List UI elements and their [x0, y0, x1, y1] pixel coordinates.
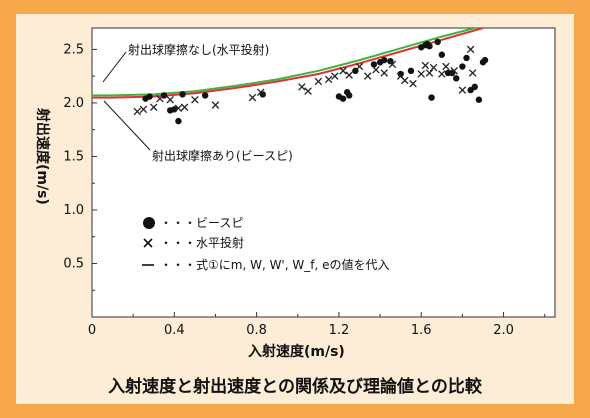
point-beespi — [453, 75, 460, 82]
point-beespi — [201, 92, 209, 99]
point-beespi — [370, 61, 378, 68]
annotation-green-curve: 射出球摩擦なし(水平投射) — [128, 42, 269, 57]
point-horizontal-throw — [417, 70, 426, 78]
curve-with-friction — [92, 28, 484, 99]
x-tick-label: 1.2 — [329, 323, 350, 338]
point-horizontal-throw — [466, 45, 475, 54]
point-horizontal-throw — [298, 83, 306, 91]
point-beespi — [179, 91, 186, 98]
x-tick-label: 0.4 — [164, 323, 185, 338]
point-horizontal-throw — [174, 104, 183, 113]
point-horizontal-throw — [450, 67, 458, 75]
plot-area — [91, 27, 556, 318]
point-horizontal-throw — [355, 62, 364, 71]
data-points — [133, 38, 489, 125]
point-horizontal-throw — [442, 62, 450, 71]
point-horizontal-throw — [191, 95, 199, 104]
plot-frame — [91, 27, 556, 318]
point-horizontal-throw — [149, 103, 158, 111]
point-horizontal-throw — [425, 69, 434, 77]
x-tick-label: 0 — [88, 323, 96, 338]
point-horizontal-throw — [339, 67, 347, 75]
annotation-leader-red — [103, 100, 151, 151]
point-beespi — [175, 117, 182, 125]
point-beespi — [438, 51, 446, 58]
point-beespi — [426, 42, 433, 50]
point-horizontal-throw — [211, 101, 220, 109]
axis-ticks: 0 0.4 0.8 1.2 1.6 2.0 0.5 1.0 1.5 2.0 2.5 — [63, 42, 546, 338]
point-beespi — [434, 38, 441, 46]
point-horizontal-throw — [248, 93, 257, 102]
point-horizontal-throw — [421, 61, 430, 70]
x-tick-label: 0.8 — [246, 323, 267, 338]
point-beespi — [471, 83, 478, 91]
point-beespi — [428, 94, 435, 101]
point-beespi — [381, 56, 388, 64]
y-tick-label: 2.0 — [63, 96, 84, 111]
x-tick-label: 1.6 — [411, 323, 432, 338]
point-beespi — [339, 95, 347, 102]
y-axis-title: 射出速度(m/s) — [34, 107, 51, 205]
point-horizontal-throw — [331, 72, 339, 80]
legend-label-line: ・・・式①にm, W, W', W_f, eの値を代入 — [160, 257, 389, 272]
point-horizontal-throw — [304, 87, 312, 95]
point-horizontal-throw — [156, 94, 164, 103]
theory-curves — [92, 28, 484, 99]
point-horizontal-throw — [438, 70, 446, 78]
legend-label-dot: ・・・ビースピ — [160, 216, 243, 230]
point-horizontal-throw — [139, 105, 148, 114]
point-horizontal-throw — [458, 86, 467, 94]
point-horizontal-throw — [380, 69, 388, 77]
legend-dot-marker — [143, 217, 155, 229]
point-horizontal-throw — [372, 65, 380, 74]
figure-caption: 入射速度と射出速度との関係及び理論値との比較 — [108, 377, 482, 397]
annotation-leader-green — [102, 51, 127, 83]
curve-no-friction — [92, 28, 479, 97]
y-tick-label: 1.5 — [63, 149, 84, 164]
legend: ・・・ビースピ ・・・水平投射 ・・・式①にm, W, W', W_f, eの値… — [142, 216, 389, 272]
point-horizontal-throw — [345, 71, 353, 79]
point-beespi — [475, 96, 483, 103]
point-beespi — [481, 56, 489, 64]
point-horizontal-throw — [166, 95, 174, 104]
point-horizontal-throw — [401, 76, 409, 85]
point-beespi — [397, 70, 404, 78]
legend-cross-marker — [143, 238, 153, 248]
y-tick-label: 0.5 — [63, 256, 84, 271]
y-axis-title-text: 射出速度(m/s) — [34, 107, 51, 205]
point-horizontal-throw — [324, 75, 333, 84]
point-beespi — [407, 67, 415, 75]
point-horizontal-throw — [468, 69, 477, 77]
point-horizontal-throw — [314, 77, 323, 86]
point-beespi — [463, 54, 470, 62]
point-horizontal-throw — [363, 72, 372, 80]
point-horizontal-throw — [429, 63, 438, 72]
point-horizontal-throw — [388, 60, 397, 69]
point-horizontal-throw — [133, 107, 142, 116]
point-beespi — [146, 93, 153, 100]
point-beespi — [346, 92, 353, 99]
y-tick-label: 1.0 — [63, 203, 84, 218]
annotation-red-curve: 射出球摩擦あり(ビースピ) — [152, 148, 293, 163]
point-horizontal-throw — [409, 79, 417, 88]
point-beespi — [387, 57, 394, 65]
curve-annotations: 射出球摩擦なし(水平投射) 射出球摩擦あり(ビースピ) — [102, 42, 293, 163]
legend-label-cross: ・・・水平投射 — [160, 235, 244, 250]
x-axis-title: 入射速度(m/s) — [248, 343, 345, 360]
x-tick-label: 2.0 — [493, 323, 514, 338]
point-horizontal-throw — [256, 88, 265, 96]
y-tick-label: 2.5 — [63, 42, 84, 57]
point-beespi — [459, 63, 466, 70]
point-horizontal-throw — [180, 103, 189, 111]
